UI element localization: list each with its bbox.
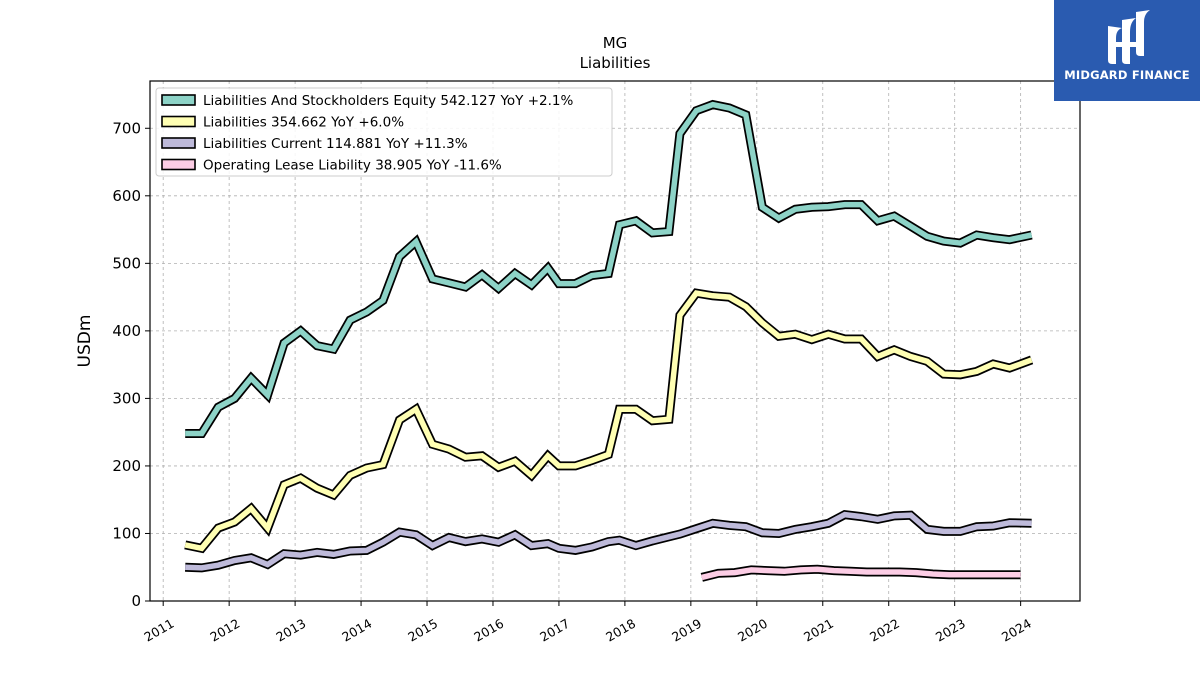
logo-text: MIDGARD FINANCE [1064,68,1190,82]
legend-swatch [161,115,196,128]
x-tick-label: 2021 [801,616,836,645]
legend-entry: Liabilities And Stockholders Equity 542.… [203,93,573,109]
y-tick-label: 700 [112,119,141,137]
y-tick-label: 0 [131,592,141,610]
series-outline [184,288,1034,554]
series-lines [184,99,1034,582]
legend-box [155,87,613,177]
legend: Liabilities And Stockholders Equity 542.… [155,87,613,177]
chart-title: MG [603,34,628,52]
grid [150,81,1080,602]
y-tick-label: 100 [112,524,141,542]
legend-entry: Liabilities Current 114.881 YoY +11.3% [203,136,468,152]
y-tick-label: 300 [112,389,141,407]
x-tick-label: 2019 [669,616,704,645]
y-tick-label: 400 [112,322,141,340]
x-tick-label: 2013 [273,616,308,645]
x-tick-label: 2024 [999,616,1034,645]
x-tick-label: 2012 [207,616,242,645]
legend-swatch [161,158,196,171]
x-tick-label: 2014 [339,616,374,645]
x-tick-label: 2017 [537,616,572,645]
series-line [701,566,1021,581]
y-axis-label: USDm [75,315,95,368]
legend-swatch [161,137,196,149]
legend-entry: Liabilities 354.662 YoY +6.0% [203,115,404,131]
legend-entry: Operating Lease Liability 38.905 YoY -11… [203,158,502,174]
y-tick-label: 500 [112,254,141,272]
x-tick-label: 2023 [933,616,968,645]
logo-mark-icon [1108,10,1150,64]
series-line [184,290,1033,552]
x-tick-label: 2020 [735,616,770,645]
midgard-finance-logo: MIDGARD FINANCE [1054,0,1200,101]
chart-subtitle: Liabilities [580,54,651,72]
x-tick-label: 2015 [405,616,440,645]
series-line [185,511,1032,571]
x-tick-label: 2022 [867,616,902,645]
plot-frame [149,80,1081,602]
y-tick-label: 200 [112,457,141,475]
legend-swatch [161,94,196,106]
x-tick-label: 2011 [141,616,176,645]
y-tick-label: 600 [112,187,141,205]
series-line [185,101,1033,437]
x-tick-label: 2016 [471,616,506,645]
x-tick-label: 2018 [603,616,638,645]
